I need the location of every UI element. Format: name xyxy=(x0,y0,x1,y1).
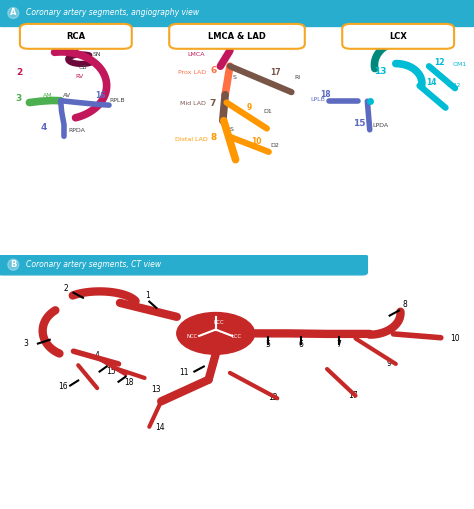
Text: 18: 18 xyxy=(124,378,134,387)
Text: 10: 10 xyxy=(251,137,262,146)
Text: LMCA & LAD: LMCA & LAD xyxy=(208,32,266,41)
Text: 11: 11 xyxy=(179,367,189,377)
Text: B: B xyxy=(10,260,17,269)
Text: 1: 1 xyxy=(146,291,150,300)
Text: 10: 10 xyxy=(450,334,460,343)
Text: Mid LAD: Mid LAD xyxy=(180,101,206,106)
Text: 12: 12 xyxy=(268,393,277,402)
Text: 17: 17 xyxy=(270,68,281,77)
Text: 16: 16 xyxy=(95,91,105,100)
Text: 2: 2 xyxy=(17,68,23,77)
Text: 7: 7 xyxy=(210,99,216,108)
Text: S: S xyxy=(232,75,236,80)
Text: A: A xyxy=(10,9,17,17)
Text: RI: RI xyxy=(294,75,300,80)
Circle shape xyxy=(177,313,255,354)
Text: 7: 7 xyxy=(337,341,341,349)
FancyBboxPatch shape xyxy=(0,0,474,26)
Text: 13: 13 xyxy=(374,67,387,76)
Text: S: S xyxy=(230,104,234,109)
Text: 3: 3 xyxy=(15,94,21,103)
Text: Coronary artery segments, angiography view: Coronary artery segments, angiography vi… xyxy=(26,9,199,17)
FancyBboxPatch shape xyxy=(169,24,305,49)
Text: RV: RV xyxy=(75,74,83,79)
Text: 14: 14 xyxy=(155,423,165,432)
Text: 18: 18 xyxy=(320,90,330,99)
Text: CB: CB xyxy=(78,65,87,70)
Text: 5: 5 xyxy=(265,341,270,349)
Text: Prox LAD: Prox LAD xyxy=(178,70,206,75)
Text: 9: 9 xyxy=(246,103,252,112)
Text: 1: 1 xyxy=(73,45,79,54)
Text: 3: 3 xyxy=(24,338,28,348)
Text: RCA: RCA xyxy=(66,32,85,41)
Text: Distal LAD: Distal LAD xyxy=(175,137,208,143)
Text: D2: D2 xyxy=(270,143,279,148)
Text: OM2: OM2 xyxy=(447,83,461,88)
Text: 4: 4 xyxy=(95,351,100,359)
Text: 14: 14 xyxy=(427,78,437,87)
Text: Coronary artery segments, CT view: Coronary artery segments, CT view xyxy=(26,260,161,269)
Text: RPDA: RPDA xyxy=(69,128,86,133)
Text: 15: 15 xyxy=(353,119,365,128)
Text: 2: 2 xyxy=(63,284,68,293)
Text: LCC: LCC xyxy=(232,334,242,339)
Text: S: S xyxy=(230,127,234,132)
Text: SN: SN xyxy=(92,52,101,57)
Text: D1: D1 xyxy=(263,109,272,114)
FancyBboxPatch shape xyxy=(342,24,454,49)
Text: LPLB: LPLB xyxy=(310,97,325,102)
Text: 6: 6 xyxy=(211,66,217,75)
Text: NCC: NCC xyxy=(186,334,198,339)
Text: AM: AM xyxy=(43,93,52,98)
Text: LPDA: LPDA xyxy=(372,123,388,128)
Text: 16: 16 xyxy=(58,382,67,391)
Text: 8: 8 xyxy=(403,300,408,309)
Text: 6: 6 xyxy=(299,341,303,349)
Text: RPLB: RPLB xyxy=(109,98,125,103)
Text: 15: 15 xyxy=(107,367,116,376)
Text: 5: 5 xyxy=(220,40,227,49)
Text: 11: 11 xyxy=(396,32,408,41)
Text: AV: AV xyxy=(63,93,71,98)
Text: RCC: RCC xyxy=(214,320,224,325)
FancyBboxPatch shape xyxy=(20,24,132,49)
Text: 17: 17 xyxy=(348,391,358,400)
Text: 4: 4 xyxy=(40,123,46,132)
Text: OM1: OM1 xyxy=(453,62,467,67)
Text: LCX: LCX xyxy=(389,32,407,41)
Text: 12: 12 xyxy=(434,58,444,67)
Text: 8: 8 xyxy=(211,133,217,142)
Text: LMCA: LMCA xyxy=(187,52,205,57)
FancyBboxPatch shape xyxy=(0,254,367,275)
Text: 13: 13 xyxy=(152,385,161,394)
Text: 9: 9 xyxy=(386,359,391,368)
